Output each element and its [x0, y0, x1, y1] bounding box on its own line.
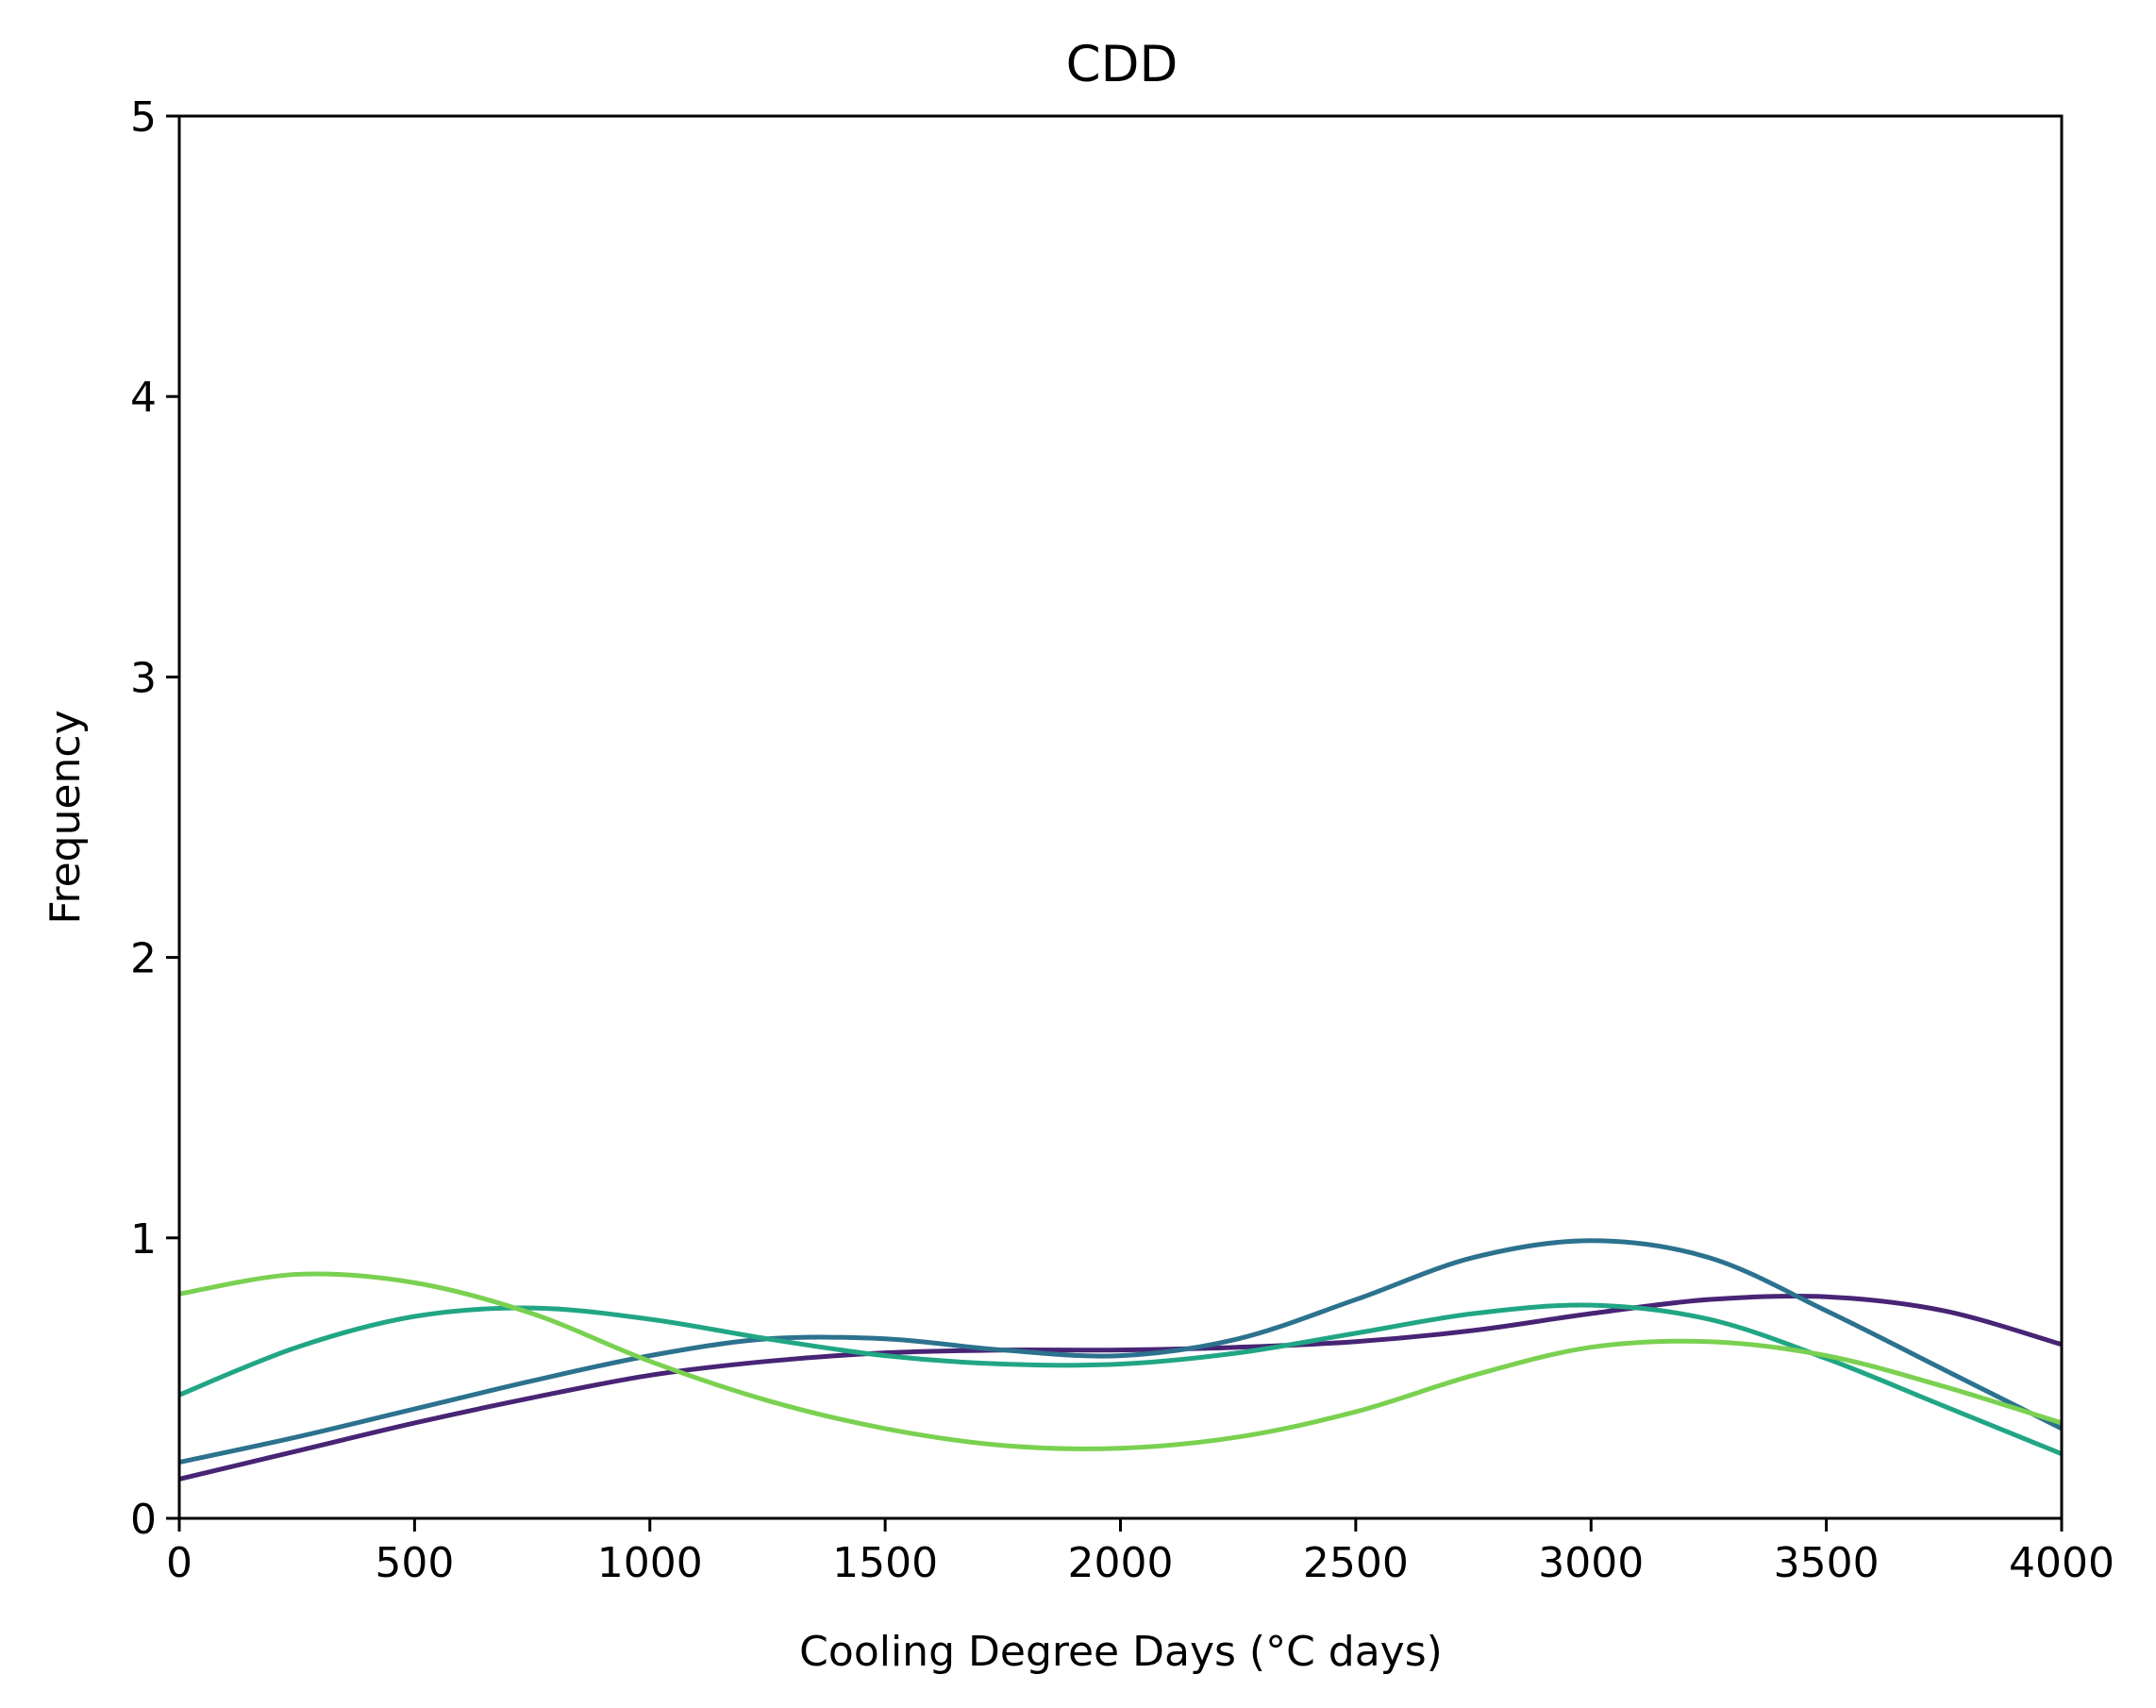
x-axis-ticks: 0 500 1000 1500 2000 2500 3000 3500 4000	[166, 1518, 2114, 1587]
x-tick-label: 4000	[2009, 1539, 2114, 1587]
series-line-3	[178, 1302, 2063, 1456]
y-tick-label: 4	[130, 374, 157, 422]
x-tick-label: 3500	[1774, 1539, 1880, 1587]
x-tick-label: 3000	[1538, 1539, 1644, 1587]
y-axis-label: Frequency	[42, 710, 90, 924]
series-line-1	[178, 1293, 2063, 1482]
y-tick-label: 3	[130, 654, 157, 702]
chart-title: CDD	[1066, 36, 1178, 93]
x-tick-label: 1000	[597, 1539, 703, 1587]
x-tick-label: 500	[375, 1539, 454, 1587]
x-tick-label: 2000	[1068, 1539, 1174, 1587]
series-line-4	[178, 1271, 2063, 1451]
x-tick-label: 0	[166, 1539, 192, 1587]
series-layer	[178, 1238, 2064, 1482]
series-line-2	[178, 1238, 2064, 1465]
y-tick-label: 5	[130, 93, 157, 142]
x-tick-label: 2500	[1303, 1539, 1409, 1587]
x-axis-label: Cooling Degree Days (°C days)	[799, 1628, 1443, 1676]
y-tick-label: 1	[130, 1215, 157, 1264]
y-tick-label: 0	[130, 1496, 157, 1544]
y-axis-ticks: 0 1 2 3 4 5	[130, 93, 179, 1544]
x-tick-label: 1500	[832, 1539, 938, 1587]
y-tick-label: 2	[130, 935, 157, 983]
